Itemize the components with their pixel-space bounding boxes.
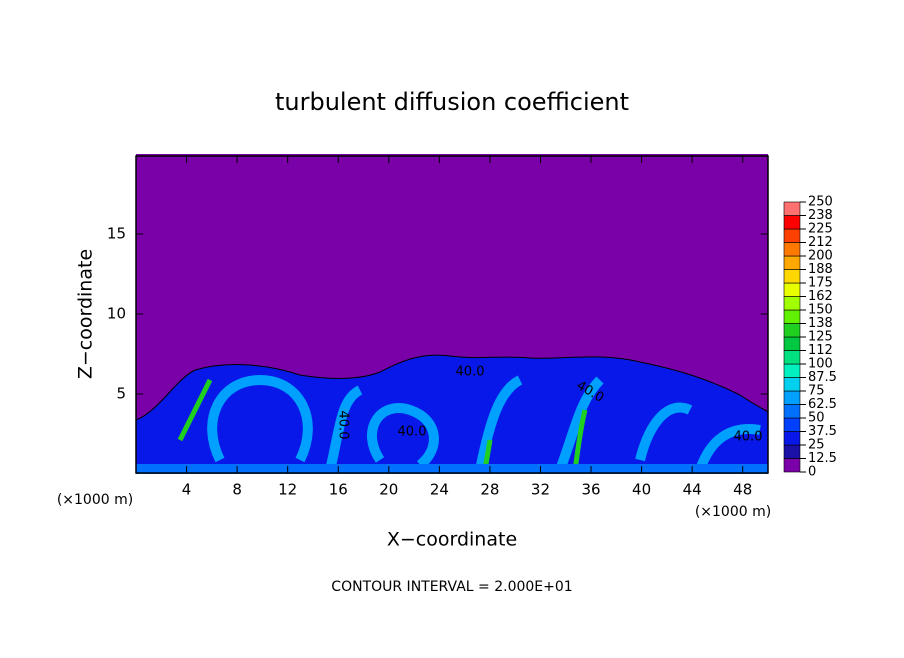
colorbar-band [783,296,801,311]
colorbar-band [783,309,801,324]
colorbar-band [783,444,801,459]
colorbar-label: 162 [808,289,833,304]
x-tick-label: 20 [379,481,398,499]
y-tick-label: 5 [116,385,126,403]
x-tick-label: 4 [182,481,192,499]
colorbar-band [783,269,801,284]
x-tick-label: 8 [232,481,242,499]
x-unit-right: (×1000 m) [695,504,771,520]
x-tick-label: 12 [278,481,297,499]
footer-note: CONTOUR INTERVAL = 2.000E+01 [331,579,572,595]
colorbar-label: 125 [808,330,833,345]
colorbar-label: 12.5 [808,451,837,466]
colorbar-band [783,404,801,419]
colorbar-band [783,282,801,297]
colorbar-label: 25 [808,438,825,453]
colorbar-label: 212 [808,235,833,250]
colorbar-label: 75 [808,384,825,399]
field-surface [136,464,768,474]
contour-label: 40.0 [734,430,763,445]
colorbar-band [783,336,801,351]
y-tick-label: 15 [107,225,126,243]
x-tick-label: 28 [480,481,499,499]
x-tick-label: 40 [632,481,651,499]
colorbar-band [783,201,801,216]
colorbar-label: 225 [808,222,833,237]
x-axis-label: X−coordinate [387,529,517,551]
colorbar-label: 100 [808,357,833,372]
colorbar-band [783,390,801,405]
colorbar-band [783,255,801,270]
colorbar-label: 0 [808,465,816,480]
colorbar-label: 87.5 [808,370,837,385]
x-tick-label: 36 [581,481,600,499]
colorbar-label: 250 [808,195,833,210]
field-plume [207,374,761,472]
chart-title: turbulent diffusion coefficient [275,88,629,116]
colorbar-label: 50 [808,411,825,426]
colorbar-label: 150 [808,303,833,318]
x-tick-label: 44 [683,481,702,499]
y-axis-label: Z−coordinate [75,249,97,379]
contour-label: 40.0 [398,425,427,440]
contour-label: 40.0 [336,411,351,440]
colorbar-label: 62.5 [808,397,837,412]
colorbar-band [783,377,801,392]
colorbar-band [783,350,801,365]
colorbar-band [783,228,801,243]
colorbar-band [783,323,801,338]
x-tick-label: 16 [329,481,348,499]
colorbar-band [783,363,801,378]
colorbar-label: 37.5 [808,424,837,439]
contour-label: 40.0 [456,365,485,380]
colorbar-band [783,458,801,473]
colorbar-label: 238 [808,208,833,223]
y-tick-label: 10 [107,305,126,323]
colorbar-label: 188 [808,262,833,277]
field [136,154,768,474]
x-tick-label: 48 [733,481,752,499]
colorbar-label: 112 [808,343,833,358]
colorbar-band [783,431,801,446]
x-tick-label: 24 [430,481,449,499]
colorbar-label: 200 [808,249,833,264]
colorbar-label: 138 [808,316,833,331]
colorbar-band [783,242,801,257]
field-region [136,354,768,474]
colorbar-band [783,215,801,230]
x-tick-label: 32 [531,481,550,499]
x-unit-left: (×1000 m) [57,492,133,508]
colorbar-band [783,417,801,432]
colorbar-label: 175 [808,276,833,291]
